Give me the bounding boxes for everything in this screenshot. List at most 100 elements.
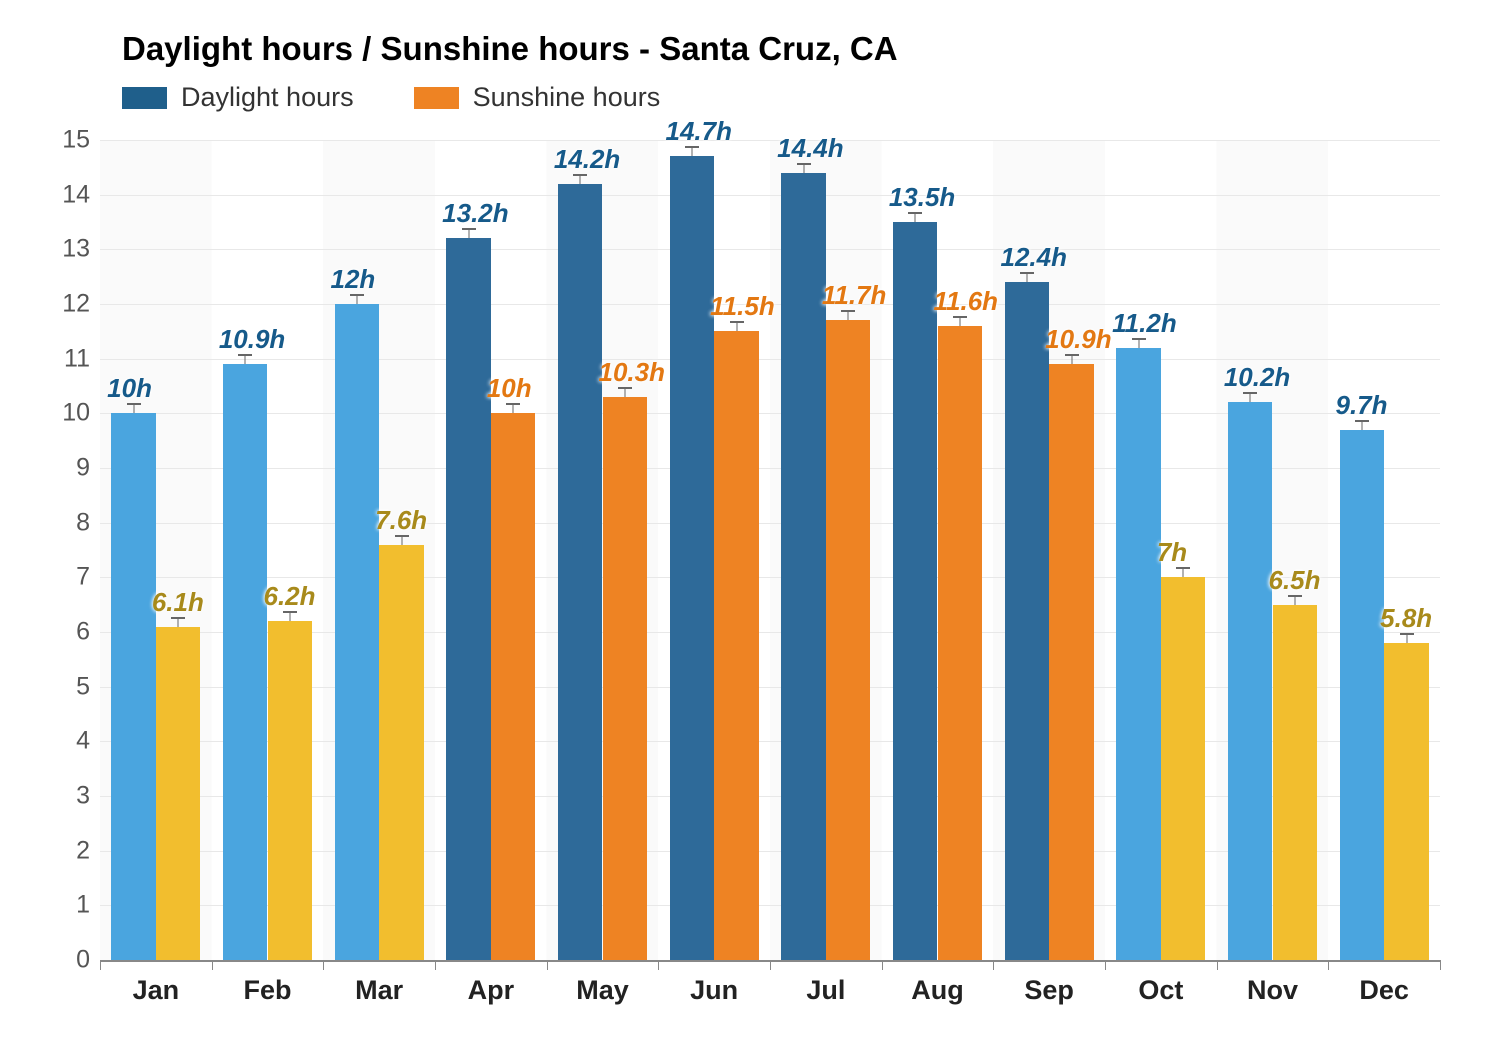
legend: Daylight hours Sunshine hours [122, 82, 660, 113]
bar-label-sunshine: 11.7h [822, 280, 887, 311]
x-axis-label: Feb [243, 975, 291, 1006]
bar-label-daylight: 14.7h [666, 116, 733, 147]
bar-label-sunshine: 5.8h [1380, 603, 1432, 634]
x-tick [323, 960, 324, 970]
x-axis-label: Mar [355, 975, 403, 1006]
chart-title: Daylight hours / Sunshine hours - Santa … [122, 30, 898, 68]
x-tick [212, 960, 213, 970]
x-tick [100, 960, 101, 970]
bar-label-daylight: 9.7h [1336, 390, 1388, 421]
bar-daylight [781, 173, 826, 960]
bar-sunshine [1049, 364, 1094, 960]
bar-daylight [223, 364, 268, 960]
y-axis-label: 11 [40, 344, 90, 373]
y-axis-label: 0 [40, 946, 90, 975]
bar-sunshine [1384, 643, 1429, 960]
bar-label-sunshine: 10h [487, 373, 532, 404]
legend-swatch-daylight [122, 87, 167, 109]
bar-label-daylight: 13.5h [889, 182, 956, 213]
x-tick [658, 960, 659, 970]
bar-label-sunshine: 10.3h [599, 357, 666, 388]
x-axis-label: Jan [133, 975, 180, 1006]
bar-daylight [1005, 282, 1050, 960]
chart-container: Daylight hours / Sunshine hours - Santa … [0, 0, 1500, 1050]
gridline [100, 359, 1440, 360]
legend-label-sunshine: Sunshine hours [473, 82, 661, 113]
y-axis-label: 2 [40, 836, 90, 865]
bar-label-sunshine: 11.5h [710, 291, 775, 322]
bar-label-sunshine: 6.1h [152, 587, 204, 618]
bar-daylight [1340, 430, 1385, 960]
bar-sunshine [379, 545, 424, 960]
bar-sunshine [1161, 577, 1206, 960]
bar-daylight [670, 156, 715, 960]
x-axis-label: Dec [1359, 975, 1409, 1006]
bar-daylight [111, 413, 156, 960]
x-tick [993, 960, 994, 970]
y-axis-label: 6 [40, 618, 90, 647]
y-axis-label: 5 [40, 672, 90, 701]
x-tick [1217, 960, 1218, 970]
y-axis-label: 7 [40, 563, 90, 592]
bar-label-daylight: 12h [331, 264, 376, 295]
legend-label-daylight: Daylight hours [181, 82, 354, 113]
bar-label-sunshine: 10.9h [1045, 324, 1112, 355]
x-tick [882, 960, 883, 970]
x-tick [435, 960, 436, 970]
bar-label-daylight: 10h [107, 373, 152, 404]
bar-daylight [335, 304, 380, 960]
bar-label-daylight: 14.4h [777, 133, 844, 164]
bar-label-sunshine: 6.2h [264, 581, 316, 612]
bar-label-daylight: 10.9h [219, 324, 286, 355]
legend-item-daylight: Daylight hours [122, 82, 354, 113]
gridline [100, 195, 1440, 196]
x-axis-label: Jun [690, 975, 738, 1006]
x-tick [547, 960, 548, 970]
bar-sunshine [826, 320, 871, 960]
y-axis-label: 12 [40, 290, 90, 319]
legend-swatch-sunshine [414, 87, 459, 109]
bar-daylight [1228, 402, 1273, 960]
x-tick [1328, 960, 1329, 970]
bar-sunshine [268, 621, 313, 960]
bar-label-sunshine: 7h [1157, 537, 1187, 568]
bar-sunshine [491, 413, 536, 960]
bar-daylight [1116, 348, 1161, 960]
y-axis-label: 3 [40, 782, 90, 811]
x-axis-label: Apr [468, 975, 515, 1006]
y-axis-label: 13 [40, 235, 90, 264]
x-tick [770, 960, 771, 970]
bar-daylight [446, 238, 491, 960]
x-axis-label: May [576, 975, 629, 1006]
bar-label-daylight: 12.4h [1001, 242, 1068, 273]
x-tick [1105, 960, 1106, 970]
bar-label-daylight: 13.2h [442, 198, 509, 229]
bar-label-daylight: 11.2h [1112, 308, 1177, 339]
bar-label-daylight: 10.2h [1224, 362, 1291, 393]
x-axis-label: Jul [806, 975, 845, 1006]
x-axis-label: Oct [1138, 975, 1183, 1006]
bar-label-sunshine: 7.6h [375, 505, 427, 536]
bar-sunshine [938, 326, 983, 960]
bar-sunshine [603, 397, 648, 960]
bar-sunshine [714, 331, 759, 960]
bar-sunshine [156, 627, 201, 960]
y-axis-label: 8 [40, 508, 90, 537]
bar-daylight [893, 222, 938, 960]
legend-item-sunshine: Sunshine hours [414, 82, 661, 113]
gridline [100, 249, 1440, 250]
bar-daylight [558, 184, 603, 960]
gridline [100, 140, 1440, 141]
y-axis-label: 1 [40, 891, 90, 920]
bar-label-sunshine: 6.5h [1269, 565, 1321, 596]
y-axis-label: 4 [40, 727, 90, 756]
plot-area: 10h 6.1h 10.9h 6.2h 12h 7.6h 13.2h 10h 14.2h 10.3… [100, 140, 1440, 962]
bar-sunshine [1273, 605, 1318, 960]
y-axis-label: 9 [40, 454, 90, 483]
bar-label-daylight: 14.2h [554, 144, 621, 175]
x-axis-label: Sep [1024, 975, 1074, 1006]
x-axis-label: Nov [1247, 975, 1298, 1006]
x-axis-label: Aug [911, 975, 963, 1006]
y-axis-label: 14 [40, 180, 90, 209]
y-axis-label: 15 [40, 126, 90, 155]
